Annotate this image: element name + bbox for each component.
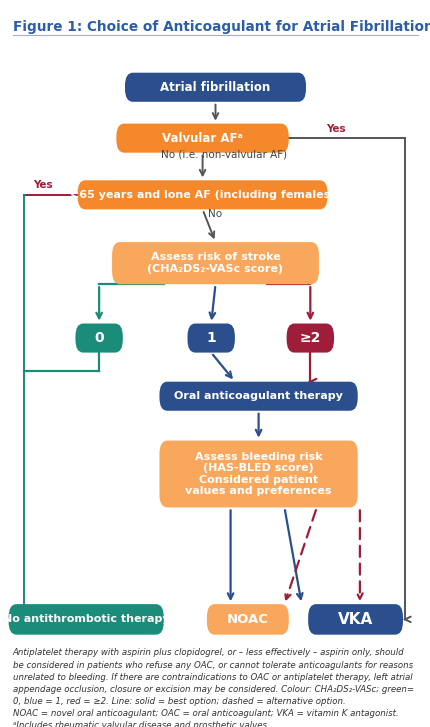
Text: ≥2: ≥2 — [299, 331, 320, 345]
Text: Figure 1: Choice of Anticoagulant for Atrial Fibrillation: Figure 1: Choice of Anticoagulant for At… — [13, 20, 430, 34]
Text: No (i.e. non-valvular AF): No (i.e. non-valvular AF) — [161, 149, 286, 159]
Text: Valvular AFᵃ: Valvular AFᵃ — [162, 132, 243, 145]
FancyBboxPatch shape — [286, 324, 333, 353]
Text: No: No — [208, 209, 222, 219]
Text: Oral anticoagulant therapy: Oral anticoagulant therapy — [174, 391, 342, 401]
FancyBboxPatch shape — [116, 124, 288, 153]
FancyBboxPatch shape — [307, 604, 402, 635]
Text: Yes: Yes — [326, 124, 345, 134]
Text: Antiplatelet therapy with aspirin plus clopidogrel, or – less effectively – aspi: Antiplatelet therapy with aspirin plus c… — [13, 648, 413, 727]
FancyBboxPatch shape — [9, 604, 163, 635]
Text: Assess risk of stroke
(CHA₂DS₂-VASc score): Assess risk of stroke (CHA₂DS₂-VASc scor… — [147, 252, 283, 274]
Text: <65 years and lone AF (including females): <65 years and lone AF (including females… — [70, 190, 335, 200]
FancyBboxPatch shape — [159, 441, 357, 507]
FancyBboxPatch shape — [187, 324, 234, 353]
Text: Atrial fibrillation: Atrial fibrillation — [160, 81, 270, 94]
Text: NOAC: NOAC — [226, 613, 268, 626]
FancyBboxPatch shape — [112, 242, 318, 284]
FancyBboxPatch shape — [125, 73, 305, 102]
Text: VKA: VKA — [337, 612, 372, 627]
FancyBboxPatch shape — [159, 382, 357, 411]
Text: Assess bleeding risk
(HAS-BLED score)
Considered patient
values and preferences: Assess bleeding risk (HAS-BLED score) Co… — [185, 451, 331, 497]
FancyBboxPatch shape — [77, 180, 327, 209]
FancyBboxPatch shape — [75, 324, 123, 353]
Text: No antithrombotic therapy: No antithrombotic therapy — [3, 614, 169, 624]
Text: 1: 1 — [206, 331, 215, 345]
Text: 0: 0 — [94, 331, 104, 345]
FancyBboxPatch shape — [206, 604, 288, 635]
Text: Yes: Yes — [33, 180, 53, 190]
